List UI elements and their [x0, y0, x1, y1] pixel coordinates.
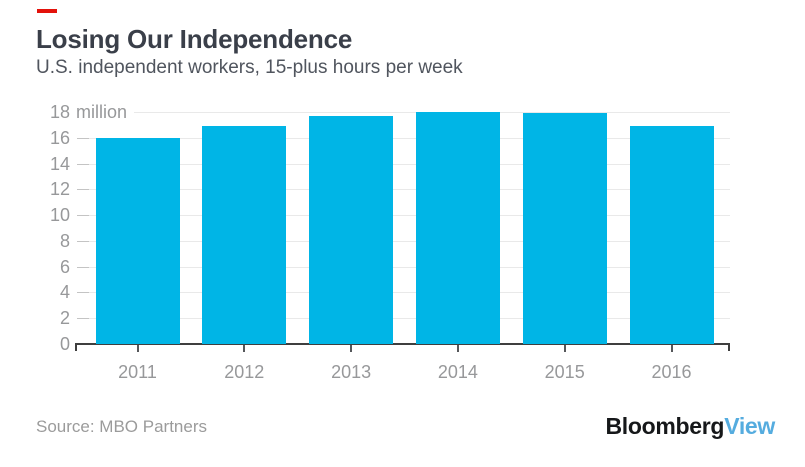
y-axis-label: 12 — [49, 179, 70, 200]
axis-endcap-right — [728, 344, 730, 351]
axis-endcap-left — [75, 344, 77, 351]
y-axis-label: 6 — [59, 256, 70, 277]
bar — [415, 112, 500, 344]
bar — [95, 137, 180, 344]
y-tick — [77, 189, 89, 191]
x-axis-label: 2016 — [651, 362, 692, 382]
y-axis-label: 8 — [59, 230, 70, 251]
y-axis-label: 4 — [59, 282, 70, 303]
gridline — [89, 163, 730, 165]
gridline — [89, 240, 730, 242]
x-tick — [563, 345, 566, 352]
y-tick — [77, 163, 89, 165]
y-axis-label: 16 — [49, 127, 70, 148]
gridline — [89, 215, 730, 217]
bar — [629, 126, 714, 344]
x-axis-label: 2011 — [118, 362, 157, 382]
bloombergview-logo: BloombergView — [605, 413, 775, 440]
gridline — [89, 318, 730, 320]
x-axis-line — [75, 343, 730, 345]
y-axis-label: 10 — [49, 205, 70, 226]
x-tick — [350, 345, 353, 352]
x-tick — [136, 345, 139, 352]
y-tick — [77, 137, 89, 139]
y-tick — [77, 292, 89, 294]
y-tick — [77, 266, 89, 268]
y-axis-unit-label: million — [76, 102, 128, 122]
bar — [309, 115, 394, 344]
x-tick — [670, 345, 673, 352]
x-tick — [243, 345, 246, 352]
x-axis-label: 2015 — [544, 362, 585, 382]
chart-subtitle: U.S. independent workers, 15-plus hours … — [36, 57, 463, 78]
source-note: Source: MBO Partners — [36, 417, 208, 436]
view-wordmark: View — [724, 413, 775, 439]
y-tick — [77, 215, 89, 217]
x-axis-label: 2014 — [437, 362, 478, 382]
bar — [202, 126, 287, 344]
y-tick — [77, 240, 89, 242]
gridline — [89, 292, 730, 294]
y-axis-label: 14 — [49, 153, 70, 174]
y-axis-label: 0 — [59, 334, 70, 354]
bar — [522, 113, 607, 344]
bloomberg-wordmark: Bloomberg — [605, 413, 725, 439]
y-tick — [77, 318, 89, 320]
y-axis-label: 18 — [49, 102, 70, 122]
red-accent-dash — [37, 9, 57, 13]
x-tick — [456, 345, 459, 352]
x-axis-label: 2013 — [331, 362, 372, 382]
y-axis-label: 2 — [59, 308, 70, 329]
gridline — [89, 189, 730, 191]
gridline — [89, 137, 730, 139]
x-axis-label: 2012 — [224, 362, 265, 382]
chart-title: Losing Our Independence — [36, 24, 353, 54]
gridline — [89, 266, 730, 268]
